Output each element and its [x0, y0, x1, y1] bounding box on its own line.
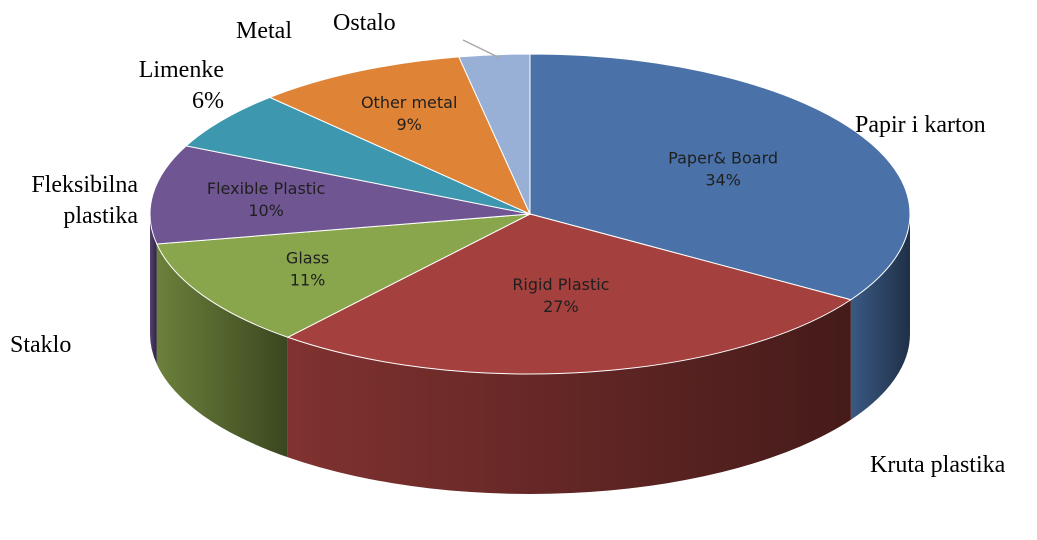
- slice-labels: Paper& Board 34% Rigid Plastic 27% Glass 11% F…: [207, 93, 778, 316]
- outer-labels: Papir i karton Kruta plastika Staklo Fleksi…: [10, 10, 1006, 478]
- outer-label-kruta-plastika: Kruta plastika: [870, 452, 1006, 478]
- pie-slices: [149, 53, 911, 375]
- outer-label-ostalo: Ostalo: [333, 10, 396, 36]
- slice-label-paper-board: Paper& Board 34%: [668, 148, 778, 189]
- pie-side-flexible-plastic: [150, 214, 157, 364]
- pie-side-rigid-plastic: [287, 299, 851, 495]
- slice-label-glass: Glass 11%: [286, 248, 329, 289]
- slice-label-rigid-plastic: Rigid Plastic 27%: [512, 275, 609, 316]
- pie-slice-flexible-plastic: [149, 145, 531, 245]
- pie-sides: [150, 214, 910, 495]
- pie-slice-glass: [155, 213, 531, 338]
- ostalo-leader-line: [462, 39, 501, 59]
- outer-label-metal: Metal: [236, 18, 292, 44]
- pie-slice-other-metal: [268, 56, 532, 215]
- pie-slice-cans: [185, 96, 531, 215]
- pie-side-paper-board: [850, 214, 910, 420]
- pie-slice-rigid-plastic: [286, 213, 853, 375]
- outer-label-limenke: Limenke 6%: [139, 57, 224, 114]
- outer-label-staklo: Staklo: [10, 332, 71, 358]
- slice-label-flexible-plastic: Flexible Plastic 10%: [207, 179, 325, 220]
- pie-side-glass: [156, 243, 288, 458]
- slice-label-other-metal: Other metal 9%: [361, 93, 457, 134]
- outer-label-papir-i-karton: Papir i karton: [855, 112, 986, 138]
- outer-label-fleksibilna: Fleksibilna plastika: [31, 172, 138, 229]
- pie-slice-paper-board: [529, 53, 911, 301]
